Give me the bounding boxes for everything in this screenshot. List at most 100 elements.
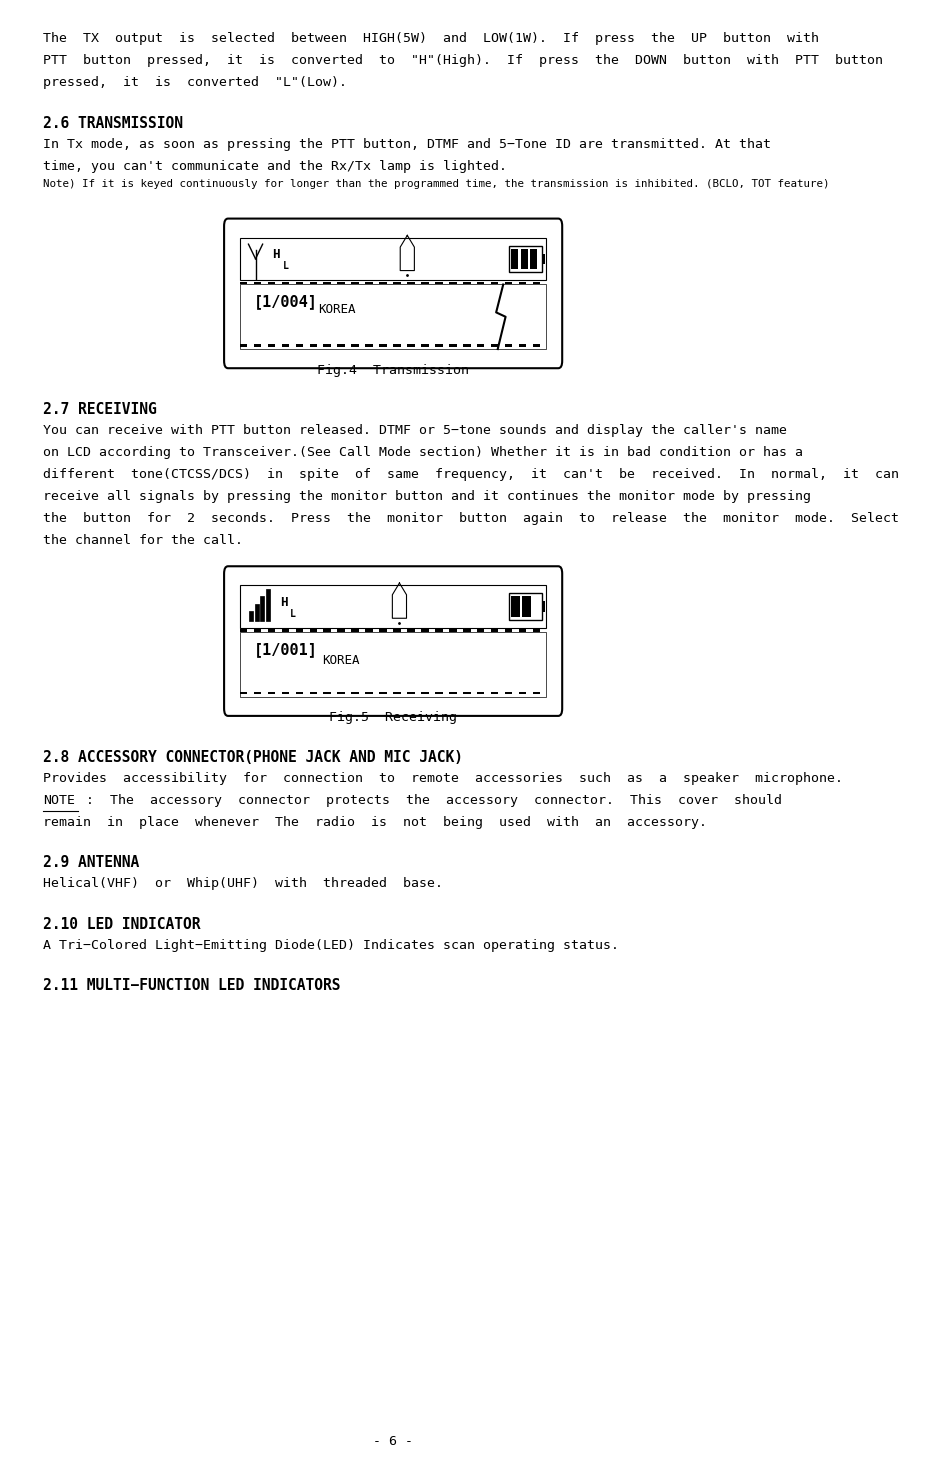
Bar xyxy=(240,343,247,346)
Text: on LCD according to Transceiver.(See Call Mode section) Whether it is in bad con: on LCD according to Transceiver.(See Cal… xyxy=(44,446,803,459)
Bar xyxy=(249,610,253,621)
Text: L: L xyxy=(290,609,296,619)
Bar xyxy=(240,585,546,628)
Bar xyxy=(393,343,401,346)
Bar xyxy=(421,343,428,346)
Bar xyxy=(352,629,359,632)
Text: Helical(VHF)  or  Whip(UHF)  with  threaded  base.: Helical(VHF) or Whip(UHF) with threaded … xyxy=(44,877,444,890)
Bar xyxy=(477,691,484,694)
Bar xyxy=(254,282,262,285)
Bar xyxy=(393,282,401,285)
Bar xyxy=(407,343,415,346)
Text: pressed,  it  is  converted  "L"(Low).: pressed, it is converted "L"(Low). xyxy=(44,76,347,89)
Bar xyxy=(511,248,519,268)
Bar xyxy=(393,629,401,632)
Bar xyxy=(421,691,428,694)
Bar xyxy=(282,282,289,285)
Bar xyxy=(365,282,373,285)
Bar xyxy=(520,248,528,268)
Bar xyxy=(477,629,484,632)
FancyBboxPatch shape xyxy=(224,566,562,716)
Text: Fig.4  Transmission: Fig.4 Transmission xyxy=(318,364,469,377)
Text: [1/004]: [1/004] xyxy=(254,295,318,310)
Bar xyxy=(337,343,345,346)
Bar xyxy=(337,629,345,632)
Text: You can receive with PTT button released. DTMF or 5−tone sounds and display the : You can receive with PTT button released… xyxy=(44,424,787,437)
Bar xyxy=(541,601,545,612)
Text: - 6 -: - 6 - xyxy=(374,1435,413,1448)
Bar xyxy=(463,282,470,285)
Bar xyxy=(533,282,540,285)
Bar xyxy=(379,691,387,694)
Bar xyxy=(519,343,526,346)
Text: the channel for the call.: the channel for the call. xyxy=(44,534,244,547)
Bar xyxy=(267,343,275,346)
Text: H: H xyxy=(272,248,280,261)
Bar xyxy=(477,343,484,346)
Bar xyxy=(519,629,526,632)
Bar xyxy=(365,629,373,632)
Bar xyxy=(379,629,387,632)
Bar xyxy=(323,282,331,285)
Text: remain  in  place  whenever  The  radio  is  not  being  used  with  an  accesso: remain in place whenever The radio is no… xyxy=(44,816,707,829)
Bar xyxy=(323,343,331,346)
Bar xyxy=(504,343,512,346)
Text: Fig.5  Receiving: Fig.5 Receiving xyxy=(329,711,457,725)
Bar xyxy=(296,343,303,346)
Text: 2.11 MULTI−FUNCTION LED INDICATORS: 2.11 MULTI−FUNCTION LED INDICATORS xyxy=(44,978,340,993)
Text: 2.7 RECEIVING: 2.7 RECEIVING xyxy=(44,402,157,417)
Bar xyxy=(435,343,443,346)
Bar xyxy=(435,282,443,285)
Bar xyxy=(309,691,318,694)
Bar xyxy=(240,282,247,285)
Bar xyxy=(463,629,470,632)
Bar xyxy=(393,691,401,694)
Bar xyxy=(449,282,457,285)
Text: KOREA: KOREA xyxy=(319,304,356,315)
Bar xyxy=(504,629,512,632)
Bar xyxy=(435,691,443,694)
Bar xyxy=(337,691,345,694)
Bar xyxy=(254,629,262,632)
Bar xyxy=(365,691,373,694)
Bar xyxy=(296,691,303,694)
Bar xyxy=(477,282,484,285)
Bar xyxy=(240,238,546,280)
Bar xyxy=(407,282,415,285)
Text: 2.8 ACCESSORY CONNECTOR(PHONE JACK AND MIC JACK): 2.8 ACCESSORY CONNECTOR(PHONE JACK AND M… xyxy=(44,750,464,764)
Text: NOTE: NOTE xyxy=(44,794,75,807)
Bar xyxy=(309,343,318,346)
Text: 2.9 ANTENNA: 2.9 ANTENNA xyxy=(44,855,139,870)
Bar xyxy=(379,343,387,346)
Bar xyxy=(240,629,247,632)
Bar xyxy=(309,629,318,632)
Bar xyxy=(267,282,275,285)
Bar xyxy=(463,691,470,694)
Text: Note) If it is keyed continuously for longer than the programmed time, the trans: Note) If it is keyed continuously for lo… xyxy=(44,179,829,189)
Bar xyxy=(407,629,415,632)
Bar xyxy=(509,593,541,619)
Bar xyxy=(407,691,415,694)
Bar xyxy=(379,282,387,285)
Text: the  button  for  2  seconds.  Press  the  monitor  button  again  to  release  : the button for 2 seconds. Press the moni… xyxy=(44,512,900,525)
Bar xyxy=(323,691,331,694)
Bar xyxy=(265,588,269,621)
Text: [1/001]: [1/001] xyxy=(254,643,318,657)
Bar xyxy=(254,343,262,346)
Bar xyxy=(365,343,373,346)
Bar xyxy=(541,254,545,264)
Text: H: H xyxy=(280,596,287,609)
Text: receive all signals by pressing the monitor button and it continues the monitor : receive all signals by pressing the moni… xyxy=(44,490,811,503)
Bar xyxy=(323,629,331,632)
Bar xyxy=(509,245,541,271)
Bar xyxy=(267,629,275,632)
Bar xyxy=(522,596,531,616)
Bar xyxy=(296,282,303,285)
Text: KOREA: KOREA xyxy=(322,654,360,666)
Bar xyxy=(449,629,457,632)
Bar xyxy=(296,629,303,632)
Text: In Tx mode, as soon as pressing the PTT button, DTMF and 5−Tone ID are transmitt: In Tx mode, as soon as pressing the PTT … xyxy=(44,138,772,151)
Bar xyxy=(491,629,499,632)
Text: PTT  button  pressed,  it  is  converted  to  "H"(High).  If  press  the  DOWN  : PTT button pressed, it is converted to "… xyxy=(44,54,884,67)
Bar xyxy=(504,282,512,285)
